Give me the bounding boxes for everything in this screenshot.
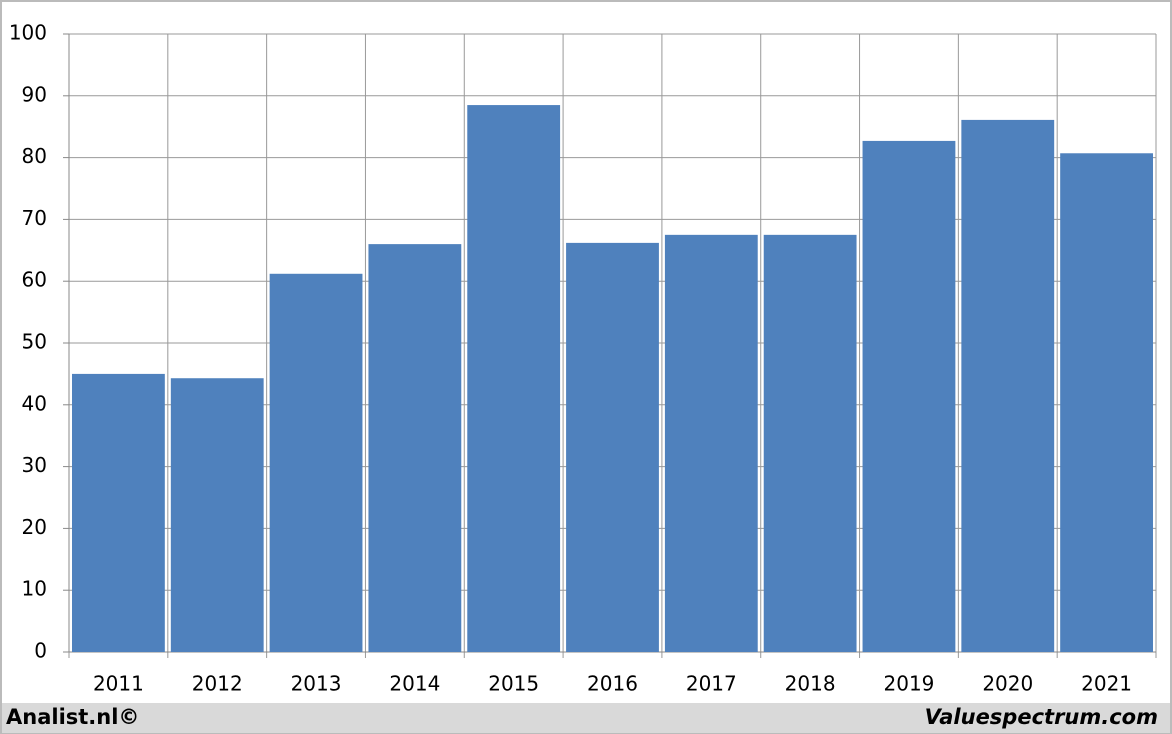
y-tick-label: 40 xyxy=(22,391,47,415)
bar xyxy=(566,242,659,652)
x-tick-label: 2020 xyxy=(982,672,1033,696)
y-tick-label: 50 xyxy=(22,330,47,354)
x-tick-label: 2011 xyxy=(93,672,144,696)
y-tick-label: 70 xyxy=(22,206,47,230)
x-tick-label: 2019 xyxy=(884,672,935,696)
x-tick-label: 2021 xyxy=(1081,672,1132,696)
bar xyxy=(1060,153,1153,653)
footer-bar xyxy=(2,703,1170,733)
bar xyxy=(269,273,363,652)
bar xyxy=(72,373,165,652)
footer-left: Analist.nl© xyxy=(6,705,139,729)
x-tick-label: 2014 xyxy=(389,672,440,696)
bar xyxy=(170,378,264,652)
y-tick-label: 100 xyxy=(9,21,47,45)
y-tick-label: 0 xyxy=(34,639,47,663)
x-tick-label: 2013 xyxy=(291,672,342,696)
x-tick-label: 2015 xyxy=(488,672,539,696)
y-tick-label: 10 xyxy=(22,577,47,601)
x-tick-label: 2018 xyxy=(785,672,836,696)
bar xyxy=(763,234,857,652)
bar xyxy=(862,140,956,652)
x-tick-label: 2017 xyxy=(686,672,737,696)
bar xyxy=(961,119,1055,653)
bar xyxy=(467,105,561,652)
x-tick-label: 2012 xyxy=(192,672,243,696)
y-tick-label: 20 xyxy=(22,515,47,539)
bar xyxy=(368,244,462,652)
x-tick-label: 2016 xyxy=(587,672,638,696)
y-tick-label: 30 xyxy=(22,453,47,477)
y-tick-label: 90 xyxy=(22,82,47,106)
footer-right: Valuespectrum.com xyxy=(925,705,1158,729)
y-tick-label: 80 xyxy=(22,144,47,168)
bar xyxy=(664,234,758,652)
y-tick-label: 60 xyxy=(22,268,47,292)
